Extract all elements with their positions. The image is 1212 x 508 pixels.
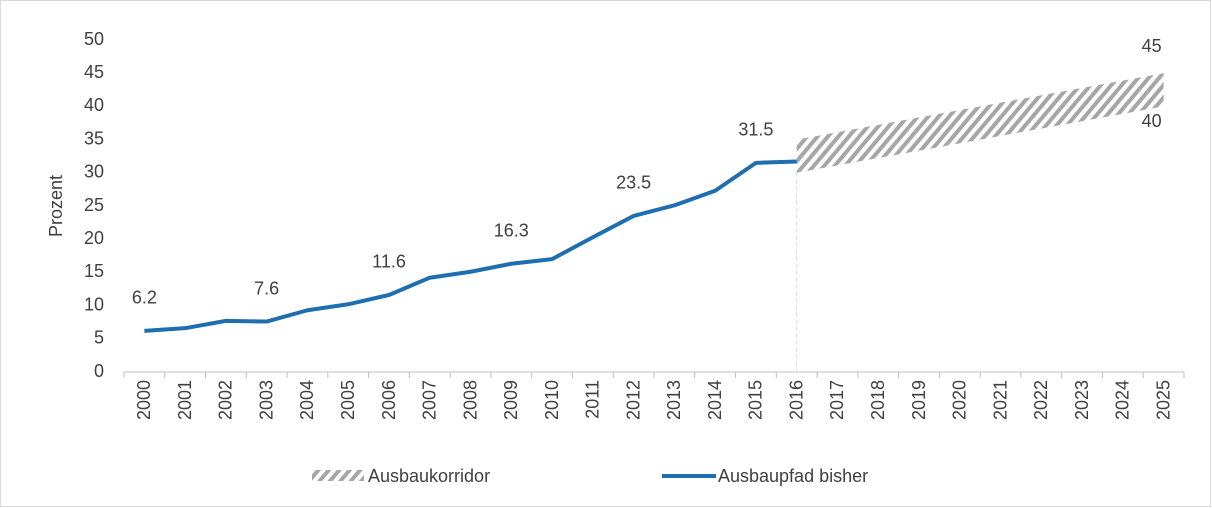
x-tick-label: 2019 xyxy=(909,380,929,420)
data-label: 23.5 xyxy=(616,173,651,193)
x-tick-label: 2024 xyxy=(1113,380,1133,420)
x-tick-label: 2005 xyxy=(338,380,358,420)
x-tick-label: 2012 xyxy=(623,380,643,420)
x-tick-label: 2018 xyxy=(868,380,888,420)
x-tick-label: 2025 xyxy=(1153,380,1173,420)
y-tick-label: 50 xyxy=(84,29,104,49)
x-tick-label: 2020 xyxy=(950,380,970,420)
data-label: 40 xyxy=(1142,111,1162,131)
corridor-area xyxy=(796,73,1164,173)
data-label: 16.3 xyxy=(494,221,529,241)
data-label: 11.6 xyxy=(372,252,406,272)
data-label: 7.6 xyxy=(254,278,279,298)
legend-label: Ausbaupfad bisher xyxy=(718,466,868,486)
data-label: 31.5 xyxy=(738,120,773,140)
y-tick-label: 20 xyxy=(84,228,104,248)
x-tick-label: 2003 xyxy=(256,380,276,420)
x-tick-label: 2009 xyxy=(501,380,521,420)
x-tick-label: 2000 xyxy=(134,380,154,420)
x-tick-label: 2016 xyxy=(786,380,806,420)
x-tick-label: 2017 xyxy=(827,380,847,420)
line-series xyxy=(144,159,797,333)
y-tick-label: 5 xyxy=(94,328,104,348)
y-tick-label: 25 xyxy=(84,195,104,215)
x-tick-label: 2015 xyxy=(746,380,766,420)
y-tick-label: 40 xyxy=(84,95,104,115)
x-tick-label: 2023 xyxy=(1072,380,1092,420)
y-tick-label: 45 xyxy=(84,62,104,82)
legend-label: Ausbaukorridor xyxy=(368,466,490,486)
data-label: 45 xyxy=(1142,36,1162,56)
x-tick-label: 2013 xyxy=(664,380,684,420)
data-label: 6.2 xyxy=(132,288,157,308)
legend-swatch xyxy=(312,470,364,481)
x-tick-label: 2021 xyxy=(990,380,1010,420)
y-tick-label: 30 xyxy=(84,162,104,182)
y-tick-label: 0 xyxy=(94,361,104,381)
y-tick-label: 15 xyxy=(84,261,104,281)
y-axis-title: Prozent xyxy=(46,175,66,237)
x-tick-label: 2001 xyxy=(175,380,195,420)
x-tick-label: 2022 xyxy=(1031,380,1051,420)
x-tick-label: 2004 xyxy=(297,380,317,420)
x-tick-label: 2007 xyxy=(420,380,440,420)
x-tick-label: 2006 xyxy=(379,380,399,420)
x-tick-label: 2002 xyxy=(216,380,236,420)
x-tick-label: 2010 xyxy=(542,380,562,420)
x-tick-label: 2008 xyxy=(460,380,480,420)
y-tick-label: 10 xyxy=(84,294,104,314)
x-tick-label: 2011 xyxy=(583,380,603,419)
x-tick-label: 2014 xyxy=(705,380,725,420)
y-tick-label: 35 xyxy=(84,128,104,148)
